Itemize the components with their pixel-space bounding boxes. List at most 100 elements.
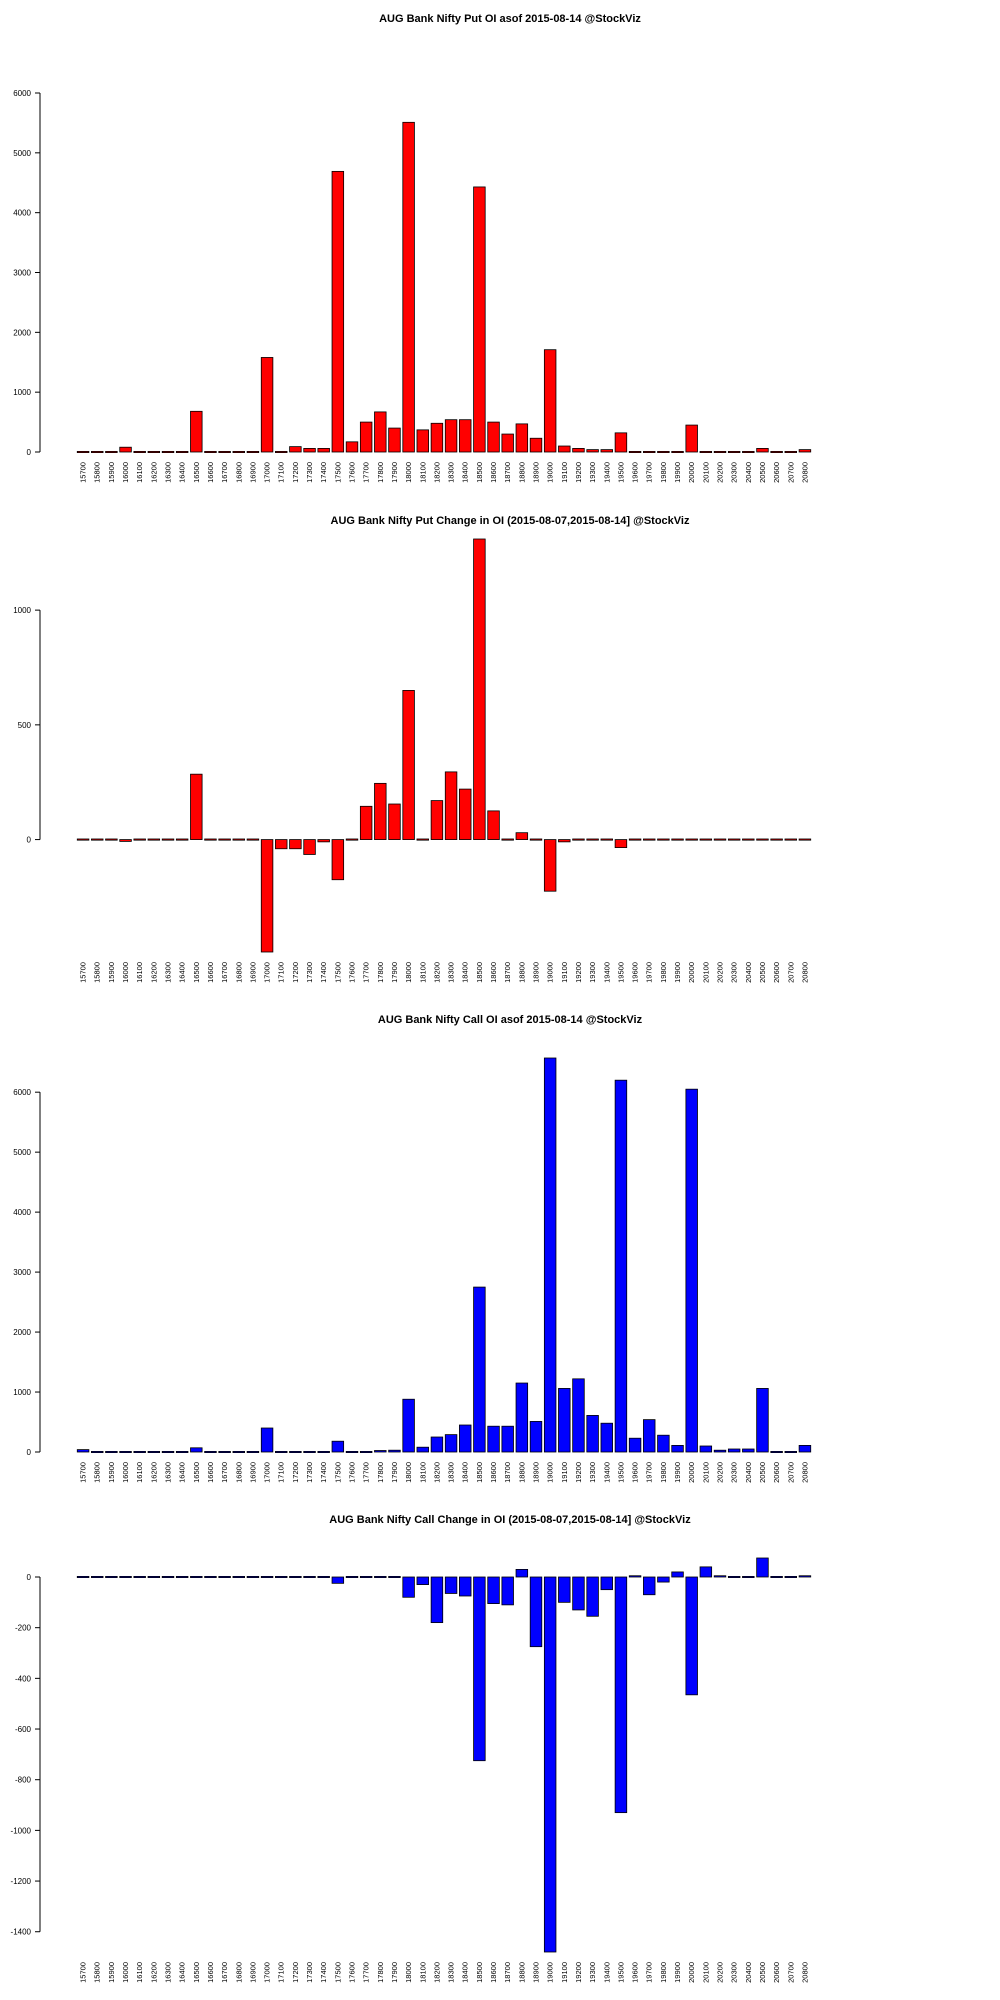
- bar-18600: [487, 1576, 500, 1605]
- bar-19200: [572, 838, 585, 841]
- category-label: 17300: [305, 962, 314, 983]
- bar-18900: [529, 437, 543, 453]
- category-label: 18000: [404, 1462, 413, 1483]
- category-label: 15700: [79, 462, 88, 483]
- category-label: 19000: [546, 462, 555, 483]
- category-label: 19400: [602, 462, 611, 483]
- chart-title: AUG Bank Nifty Put Change in OI (2015-08…: [331, 515, 690, 527]
- category-label: 20400: [744, 462, 753, 483]
- category-label: 18300: [447, 1962, 456, 1983]
- category-label: 17300: [305, 1462, 314, 1483]
- category-label: 20100: [701, 1462, 710, 1483]
- bar-18600: [487, 1425, 500, 1453]
- category-label: 19000: [546, 1462, 555, 1483]
- category-label: 15800: [93, 1462, 102, 1483]
- bar-17600: [345, 1576, 359, 1579]
- category-label: 18500: [475, 462, 484, 483]
- category-label: 20400: [744, 962, 753, 983]
- bar-20300: [727, 1448, 741, 1453]
- bar-20700: [784, 838, 797, 841]
- category-label: 17000: [263, 962, 272, 983]
- bar-16500: [190, 1576, 203, 1579]
- bar-17800: [374, 782, 387, 840]
- bar-16100: [133, 838, 146, 841]
- y-tick-label: 6000: [13, 89, 31, 98]
- category-label: 17000: [263, 1462, 272, 1483]
- bar-17000: [260, 357, 274, 453]
- category-label: 16700: [220, 962, 229, 983]
- category-label: 16300: [164, 1962, 173, 1983]
- category-label: 15800: [93, 462, 102, 483]
- bar-17700: [359, 805, 373, 840]
- category-label: 19200: [574, 962, 583, 983]
- bar-17400: [317, 448, 330, 453]
- category-label: 19100: [560, 1462, 569, 1483]
- bar-16600: [204, 838, 217, 841]
- bar-17200: [289, 446, 302, 453]
- bar-15800: [91, 1451, 104, 1454]
- category-label: 16500: [192, 462, 201, 483]
- bar-20000: [685, 1576, 698, 1696]
- bar-20400: [742, 1448, 755, 1453]
- category-label: 16900: [248, 1962, 257, 1983]
- bar-18700: [501, 1576, 514, 1606]
- bar-20600: [770, 1451, 783, 1454]
- category-label: 19800: [659, 962, 668, 983]
- category-label: 18900: [532, 1462, 541, 1483]
- bar-16700: [218, 450, 231, 453]
- bar-16400: [175, 838, 189, 841]
- bar-16000: [119, 1451, 132, 1454]
- bar-20600: [770, 838, 783, 841]
- category-label: 16300: [164, 462, 173, 483]
- category-label: 19300: [588, 462, 597, 483]
- bar-18500: [473, 538, 486, 840]
- category-label: 20300: [730, 1462, 739, 1483]
- category-label: 16900: [248, 462, 257, 483]
- bar-20000: [685, 838, 698, 841]
- category-label: 19100: [560, 462, 569, 483]
- bar-16500: [190, 1447, 203, 1453]
- bar-17300: [303, 1576, 316, 1579]
- category-label: 20500: [758, 462, 767, 483]
- category-label: 15700: [79, 1962, 88, 1983]
- bar-18100: [416, 838, 429, 841]
- bar-20300: [727, 1576, 741, 1579]
- category-label: 20500: [758, 1462, 767, 1483]
- bar-18000: [402, 1398, 415, 1453]
- bar-19100: [558, 839, 571, 843]
- y-tick-label: -1400: [11, 1928, 32, 1937]
- category-label: 18600: [489, 462, 498, 483]
- category-label: 20100: [701, 462, 710, 483]
- bar-19000: [543, 1057, 557, 1453]
- bar-20600: [770, 1576, 783, 1579]
- category-label: 18000: [404, 462, 413, 483]
- category-label: 16500: [192, 1462, 201, 1483]
- category-label: 16500: [192, 1962, 201, 1983]
- bar-19500: [614, 839, 628, 849]
- category-label: 18000: [404, 1962, 413, 1983]
- category-label: 18100: [418, 462, 427, 483]
- category-label: 18500: [475, 1962, 484, 1983]
- bar-16000: [119, 1576, 132, 1579]
- bar-17500: [331, 170, 345, 453]
- bar-20700: [784, 1451, 797, 1454]
- category-label: 17900: [390, 1962, 399, 1983]
- category-label: 16200: [149, 462, 158, 483]
- bar-17800: [374, 1576, 387, 1579]
- bar-18900: [529, 838, 543, 841]
- bar-19600: [628, 1575, 642, 1578]
- y-tick-label: 4000: [13, 209, 31, 218]
- category-label: 16000: [121, 962, 130, 983]
- bar-20300: [727, 838, 741, 841]
- bar-20600: [770, 450, 783, 453]
- chart-title: AUG Bank Nifty Put OI asof 2015-08-14 @S…: [379, 13, 641, 25]
- bar-16200: [147, 450, 161, 453]
- bar-16800: [232, 1576, 245, 1579]
- category-label: 19200: [574, 1462, 583, 1483]
- bar-19900: [671, 1571, 684, 1578]
- category-label: 15800: [93, 962, 102, 983]
- bar-19200: [572, 1576, 585, 1611]
- category-label: 18100: [418, 962, 427, 983]
- category-label: 18500: [475, 1462, 484, 1483]
- y-tick-label: 6000: [13, 1088, 31, 1097]
